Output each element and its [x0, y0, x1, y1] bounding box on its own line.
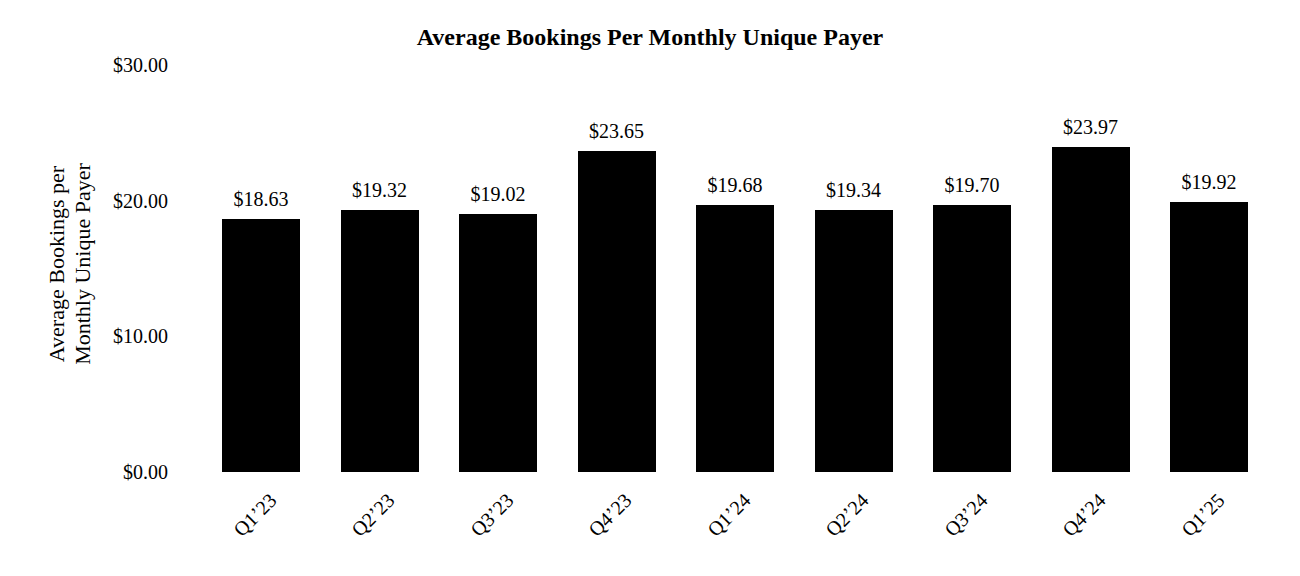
bar: [578, 151, 656, 472]
x-axis-label: Q1’24: [703, 489, 755, 541]
bar-value-label: $19.02: [471, 182, 526, 206]
x-axis-label: Q3’23: [466, 489, 518, 541]
bar-value-label: $19.32: [352, 178, 407, 202]
y-axis-tick-label: $20.00: [113, 189, 168, 213]
x-axis-label: Q2’23: [347, 489, 399, 541]
bar: [815, 210, 893, 472]
bar-value-label: $19.68: [708, 173, 763, 197]
bar-value-label: $19.34: [826, 178, 881, 202]
x-axis-label: Q1’23: [229, 489, 281, 541]
x-axis-label: Q4’24: [1058, 489, 1110, 541]
bar-value-label: $19.70: [945, 173, 1000, 197]
bar: [933, 205, 1011, 472]
x-axis-label: Q3’24: [940, 489, 992, 541]
y-axis-tick-label: $10.00: [113, 324, 168, 348]
bar: [459, 214, 537, 472]
bar-value-label: $23.97: [1063, 115, 1118, 139]
y-axis-title-line1: Average Bookings per: [44, 163, 70, 365]
bar-value-label: $19.92: [1182, 170, 1237, 194]
chart-title: Average Bookings Per Monthly Unique Paye…: [417, 24, 883, 51]
y-axis-title-line2: Monthly Unique Payer: [70, 163, 96, 365]
x-axis-label: Q2’24: [821, 489, 873, 541]
bar: [696, 205, 774, 472]
y-axis-tick-label: $30.00: [113, 53, 168, 77]
bar: [341, 210, 419, 472]
bar: [1170, 202, 1248, 472]
bar: [1052, 147, 1130, 472]
bar-chart: Average Bookings Per Monthly Unique Paye…: [0, 0, 1300, 576]
y-axis-tick-label: $0.00: [123, 460, 168, 484]
x-axis-label: Q4’23: [584, 489, 636, 541]
x-axis-label: Q1’25: [1177, 489, 1229, 541]
bar-value-label: $23.65: [589, 119, 644, 143]
bar: [222, 219, 300, 472]
bar-value-label: $18.63: [234, 187, 289, 211]
y-axis-title: Average Bookings per Monthly Unique Paye…: [44, 163, 96, 365]
